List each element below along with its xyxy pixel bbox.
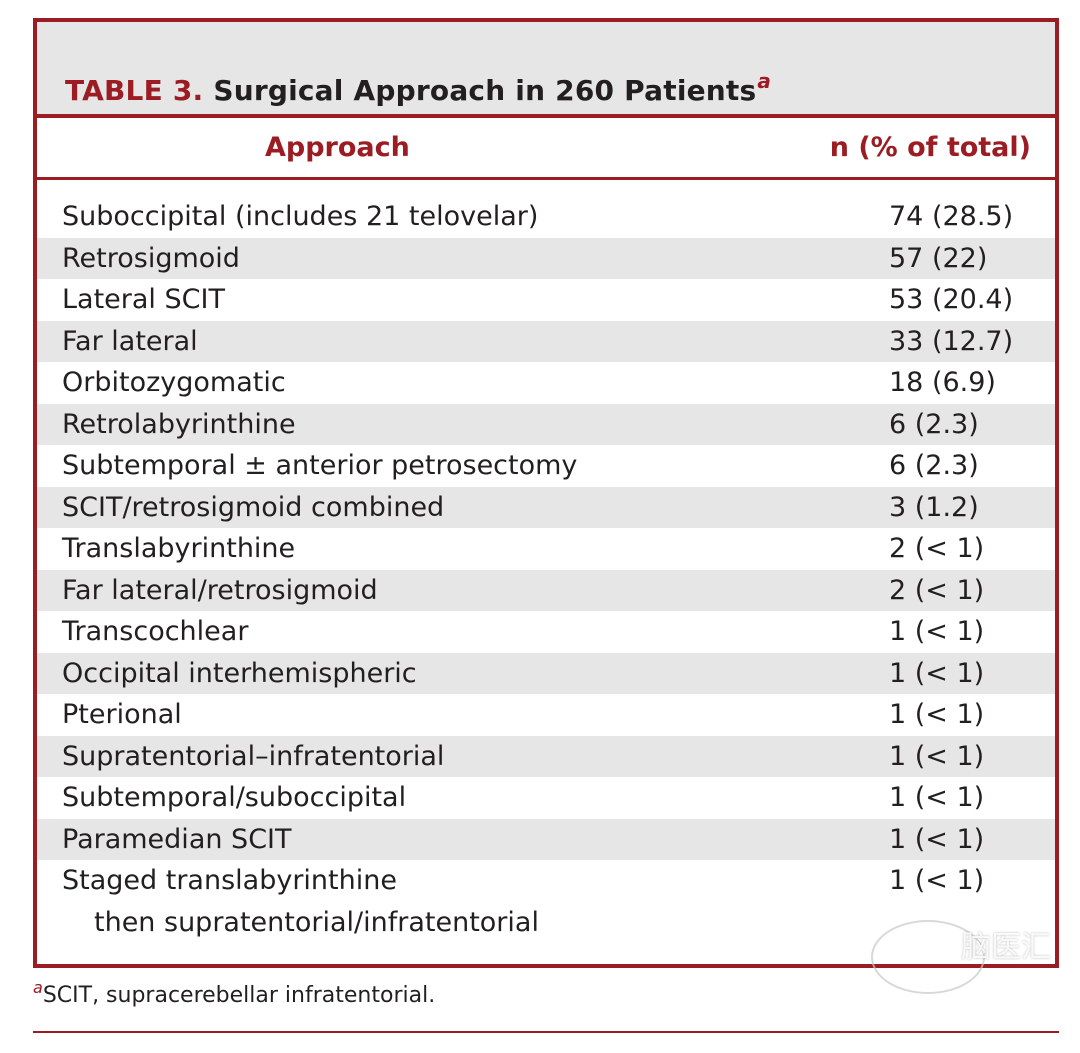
approach-cell: Lateral SCIT (62, 282, 225, 318)
column-header-row: Approach n (% of total) (37, 118, 1055, 180)
approach-cell: Occipital interhemispheric (62, 656, 417, 692)
table-row: Subtemporal ± anterior petrosectomy 6 (2.… (37, 445, 1055, 487)
table-row: Transcochlear 1 (< 1) (37, 611, 1055, 653)
approach-cell: Far lateral/retrosigmoid (62, 573, 378, 609)
approach-text: Far lateral (62, 325, 198, 357)
count-cell: 53 (20.4) (889, 284, 1014, 315)
count-cell: 57 (22) (889, 242, 988, 274)
approach-text: Staged translabyrinthine (62, 865, 397, 896)
approach-text: Retrosigmoid (62, 242, 240, 274)
count-cell: 74 (28.5) (889, 201, 1014, 232)
approach-cell: Far lateral (62, 324, 198, 360)
approach-text: Orbitozygomatic (62, 367, 286, 398)
count-cell: 1 (< 1) (889, 616, 985, 647)
count-cell: 18 (6.9) (889, 367, 996, 398)
approach-text: Occipital interhemispheric (62, 657, 417, 689)
approach-cell: Transcochlear (62, 614, 248, 650)
approach-cell: Retrosigmoid (62, 241, 240, 277)
approach-text: Pterional (62, 699, 182, 730)
table-row: Occipital interhemispheric 1 (< 1) (37, 652, 1055, 694)
count-cell: 1 (< 1) (889, 657, 985, 689)
count-cell: 3 (1.2) (889, 491, 979, 523)
table-caption: TABLE 3. Surgical Approach in 260 Patien… (37, 22, 1055, 118)
table-row: Orbitozygomatic 18 (6.9) (37, 362, 1055, 404)
approach-cell: Orbitozygomatic (62, 365, 286, 401)
table-row: Paramedian SCIT 1 (< 1) (37, 818, 1055, 860)
column-header-approach: Approach (265, 132, 410, 163)
approach-text: Translabyrinthine (62, 533, 296, 564)
table-row: Translabyrinthine 2 (< 1) (37, 528, 1055, 570)
column-header-count: n (% of total) (829, 132, 1031, 163)
count-cell: 2 (< 1) (889, 533, 985, 564)
approach-text: Suboccipital (includes 21 telovelar) (62, 201, 539, 232)
watermark-logo-icon (871, 920, 985, 994)
table-footnote: aSCIT, supracerebellar infratentorial. (33, 978, 436, 1008)
count-cell: 6 (2.3) (889, 408, 979, 440)
count-cell: 2 (< 1) (889, 574, 985, 606)
footnote-text: SCIT, supracerebellar infratentorial. (42, 983, 436, 1008)
caption-text: TABLE 3. Surgical Approach in 260 Patien… (65, 69, 771, 107)
approach-cell: Translabyrinthine (62, 531, 295, 567)
approach-text: Lateral SCIT (62, 284, 225, 315)
table-row: Suboccipital (includes 21 telovelar) 74 (… (37, 196, 1055, 238)
count-cell: 6 (2.3) (889, 450, 979, 481)
table-row: SCIT/retrosigmoid combined 3 (1.2) (37, 486, 1055, 528)
count-cell: 1 (< 1) (889, 865, 985, 896)
approach-cell: Paramedian SCIT (62, 822, 292, 858)
table-title: Surgical Approach in 260 Patients (213, 74, 757, 107)
approach-cell: Suboccipital (includes 21 telovelar) (62, 199, 538, 235)
data-table: TABLE 3. Surgical Approach in 260 Patien… (33, 18, 1059, 994)
approach-cell: Subtemporal/suboccipital (62, 780, 406, 816)
table-row: Supratentorial–infratentorial 1 (< 1) (37, 735, 1055, 777)
count-cell: 1 (< 1) (889, 823, 985, 855)
table-row: Far lateral/retrosigmoid 2 (< 1) (37, 569, 1055, 611)
caption-footnote-marker: a (757, 69, 772, 93)
table-row: Staged translabyrinthine then supratentor… (37, 860, 1055, 945)
table-row: Lateral SCIT 53 (20.4) (37, 279, 1055, 321)
approach-text: Supratentorial–infratentorial (62, 740, 445, 772)
approach-cell: Supratentorial–infratentorial (62, 739, 444, 775)
watermark: 脑医汇 (961, 930, 1051, 965)
count-cell: 1 (< 1) (889, 699, 985, 730)
approach-cell: Staged translabyrinthine then supratentor… (62, 863, 539, 941)
table-label: TABLE 3. (65, 74, 204, 107)
approach-text: Transcochlear (62, 616, 249, 647)
table-row: Subtemporal/suboccipital 1 (< 1) (37, 777, 1055, 819)
approach-text: Subtemporal ± anterior petrosectomy (62, 450, 578, 481)
approach-text: Far lateral/retrosigmoid (62, 574, 378, 606)
bottom-rule (33, 1031, 1059, 1033)
count-cell: 1 (< 1) (889, 782, 985, 813)
count-cell: 1 (< 1) (889, 740, 985, 772)
count-cell: 33 (12.7) (889, 325, 1014, 357)
table-row: Pterional 1 (< 1) (37, 694, 1055, 736)
table-row: Retrosigmoid 57 (22) (37, 237, 1055, 279)
approach-cell: Retrolabyrinthine (62, 407, 296, 443)
approach-text: Subtemporal/suboccipital (62, 782, 407, 813)
approach-cell: Pterional (62, 697, 182, 733)
table-row: Far lateral 33 (12.7) (37, 320, 1055, 362)
approach-text-continued: then supratentorial/infratentorial (94, 907, 539, 938)
approach-cell: SCIT/retrosigmoid combined (62, 490, 444, 526)
approach-text: SCIT/retrosigmoid combined (62, 491, 445, 523)
approach-text: Paramedian SCIT (62, 823, 292, 855)
table-body: Suboccipital (includes 21 telovelar) 74 (… (37, 180, 1055, 964)
approach-text: Retrolabyrinthine (62, 408, 296, 440)
table-row: Retrolabyrinthine 6 (2.3) (37, 403, 1055, 445)
approach-cell: Subtemporal ± anterior petrosectomy (62, 448, 577, 484)
footnote-marker: a (33, 978, 43, 997)
